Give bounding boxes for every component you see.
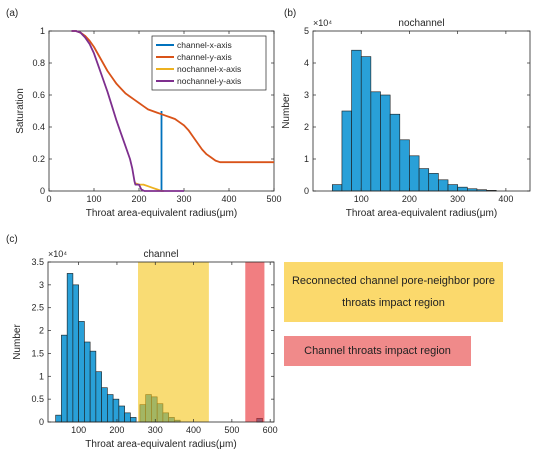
panel-c-y-tick-label: 2.5 bbox=[31, 303, 44, 313]
panel-c-histogram-bar bbox=[55, 414, 62, 423]
panel-c-histogram-bar bbox=[124, 412, 131, 423]
panel-c-histogram-bar bbox=[101, 387, 108, 423]
panel-b-axes-frame bbox=[312, 30, 531, 192]
panel-a-x-axis-label: Throat area-equivalent radius(μm) bbox=[86, 208, 237, 219]
panel-b-histogram-bar bbox=[447, 184, 458, 192]
panel-a-y-tick-label: 0.6 bbox=[32, 90, 45, 100]
panel-c-histogram-bar bbox=[66, 273, 74, 423]
panel-b-histogram-bar bbox=[380, 94, 391, 192]
panel-b-histogram-bar bbox=[360, 56, 372, 192]
panel-c-histogram-bar bbox=[130, 417, 137, 423]
panel-c-histogram-bar bbox=[61, 334, 68, 423]
panel-b-y-tick-label: 4 bbox=[304, 58, 309, 68]
panel-b-histogram-bar bbox=[331, 184, 343, 192]
panel-label-c: (c) bbox=[6, 234, 18, 245]
panel-c-y-tick-label: 3.5 bbox=[31, 257, 44, 267]
panel-a-x-tick-label: 200 bbox=[131, 194, 146, 204]
panel-c-x-tick-label: 100 bbox=[71, 425, 86, 435]
panel-c-histogram-bar bbox=[89, 350, 97, 423]
panel-b-histogram-bar bbox=[418, 168, 430, 192]
panel-b-y-tick-label: 5 bbox=[304, 26, 309, 36]
panel-a-x-tick-label: 100 bbox=[86, 194, 101, 204]
panel-c-histogram-bar bbox=[78, 321, 85, 423]
panel-a-chart: 0 100 200 300 400 500 0 0.2 0.4 0.6 0.8 1 Throat are… bbox=[15, 26, 282, 219]
panel-b-x-axis-label: Throat area-equivalent radius(μm) bbox=[346, 208, 497, 219]
panel-c-highlight-region bbox=[245, 262, 265, 422]
panel-a-legend-entry: nochannel-y-axis bbox=[177, 76, 241, 86]
panel-c-histogram-bar bbox=[118, 405, 125, 423]
panel-c-x-axis-label: Throat area-equivalent radius(μm) bbox=[85, 439, 236, 450]
panel-c-chart: 100 200 300 400 500 600 0 0.5 1 1.5 2 2.5 3 3.5 Throat… bbox=[12, 249, 278, 450]
panel-b-y-tick-label: 2 bbox=[304, 122, 309, 132]
panel-c-y-tick-label: 0.5 bbox=[31, 394, 44, 404]
panel-a-x-tick-label: 500 bbox=[266, 194, 281, 204]
panel-c-y-tick-label: 1.5 bbox=[31, 348, 44, 358]
panel-b-histogram-bar bbox=[370, 91, 381, 192]
panel-b-histogram-bar bbox=[389, 113, 401, 192]
panel-b-y-tick-label: 1 bbox=[304, 154, 309, 164]
panel-c-y-tick-label: 1 bbox=[39, 371, 44, 381]
panel-a-y-tick-label: 0 bbox=[40, 186, 45, 196]
panel-b-histogram-bar bbox=[351, 49, 362, 192]
panel-c-y-tick-label: 2 bbox=[39, 326, 44, 336]
annotation-yellow-box: Reconnected channel pore-neighbor pore t… bbox=[284, 262, 503, 322]
panel-b-y-tick-label: 3 bbox=[304, 90, 309, 100]
panel-a-y-tick-label: 0.4 bbox=[32, 122, 45, 132]
panel-c-histogram-bar bbox=[84, 341, 91, 423]
panel-c-x-tick-label: 300 bbox=[148, 425, 163, 435]
panel-c-x-tick-label: 400 bbox=[186, 425, 201, 435]
panel-b-histogram-bar bbox=[428, 173, 439, 192]
panel-label-a: (a) bbox=[6, 8, 18, 19]
panel-b-x-tick-label: 200 bbox=[402, 194, 417, 204]
panel-label-b: (b) bbox=[284, 8, 296, 19]
panel-a-x-tick-label: 300 bbox=[176, 194, 191, 204]
panel-a-y-axis-label: Saturation bbox=[15, 88, 26, 134]
panel-b-histogram-bar bbox=[399, 139, 410, 192]
panel-c-chart-title: channel bbox=[143, 249, 178, 260]
panel-b-histogram-bar bbox=[341, 110, 352, 192]
panel-c-axes-frame bbox=[47, 261, 275, 423]
panel-c-histogram-bar bbox=[107, 394, 114, 423]
panel-a-y-tick-label: 1 bbox=[40, 26, 45, 36]
panel-b-chart: 100 200 300 400 0 1 2 3 4 5 Throat area-equivalent… bbox=[281, 18, 531, 219]
panel-a-y-tick-label: 0.8 bbox=[32, 58, 45, 68]
panel-a-series-line-channel-y-axis bbox=[71, 30, 274, 164]
panel-b-chart-title: nochannel bbox=[398, 18, 444, 29]
panel-c-y-tick-label: 3 bbox=[39, 280, 44, 290]
annotation-red-box: Channel throats impact region bbox=[284, 336, 471, 366]
annotation-red-text: Channel throats impact region bbox=[304, 345, 451, 357]
panel-a-legend-entry: channel-x-axis bbox=[177, 40, 232, 50]
panel-a-x-tick-label: 400 bbox=[221, 194, 236, 204]
panel-c-histogram-bar bbox=[95, 371, 102, 423]
panel-b-x-tick-label: 100 bbox=[354, 194, 369, 204]
panel-a-y-tick-label: 0.2 bbox=[32, 154, 45, 164]
panel-c-highlight-region bbox=[138, 262, 209, 422]
panel-c-histogram-bar bbox=[72, 284, 79, 423]
panel-b-x-tick-label: 400 bbox=[498, 194, 513, 204]
panel-c-y-axis-label: Number bbox=[12, 324, 23, 360]
panel-c-x-tick-label: 600 bbox=[263, 425, 278, 435]
panel-b-histogram-bar bbox=[457, 186, 468, 192]
panel-c-x-tick-label: 200 bbox=[109, 425, 124, 435]
panel-a-x-tick-label: 0 bbox=[46, 194, 51, 204]
annotation-yellow-text: Reconnected channel pore-neighbor pore t… bbox=[291, 275, 496, 309]
panel-b-y-tick-label: 0 bbox=[304, 186, 309, 196]
panel-c-y-tick-label: 0 bbox=[39, 417, 44, 427]
panel-b-y-axis-label: Number bbox=[281, 93, 292, 129]
panel-c-y-exponent-label: ×10⁴ bbox=[48, 249, 67, 259]
panel-a-legend-entry: channel-y-axis bbox=[177, 52, 232, 62]
panel-b-y-exponent-label: ×10⁴ bbox=[313, 18, 332, 28]
panel-b-histogram-bar bbox=[438, 179, 449, 192]
panel-c-x-tick-label: 500 bbox=[224, 425, 239, 435]
panel-a-series-line-nochannel-y-axis bbox=[71, 30, 184, 192]
panel-b-x-tick-label: 300 bbox=[450, 194, 465, 204]
panel-c-histogram-bar bbox=[112, 398, 120, 423]
panel-b-histogram-bar bbox=[409, 155, 420, 192]
panel-a-legend-entry: nochannel-x-axis bbox=[177, 64, 241, 74]
